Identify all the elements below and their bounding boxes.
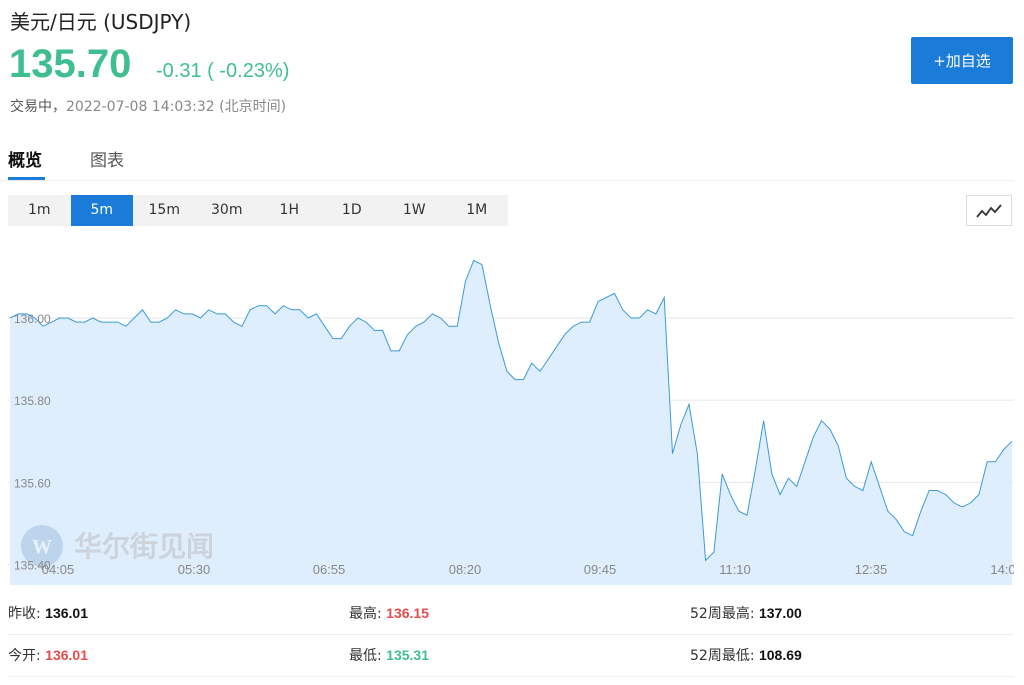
y-tick-label: 135.40	[14, 558, 51, 572]
tab-overview[interactable]: 概览	[8, 151, 42, 171]
day-low: 最低: 135.31	[349, 634, 429, 676]
x-tick-label: 06:55	[313, 562, 346, 577]
week52-high-label: 52周最高:	[690, 606, 755, 622]
watermark-text: 华尔街见闻	[74, 530, 214, 563]
period-5m[interactable]: 5m	[70, 195, 133, 226]
period-1mo[interactable]: 1M	[466, 202, 488, 218]
price-area-fill	[10, 260, 1012, 585]
stats-row-1: 昨收: 136.01 最高: 136.15 52周最高: 137.00	[8, 592, 1014, 635]
x-tick-label: 11:10	[719, 562, 751, 577]
day-low-label: 最低:	[349, 648, 382, 664]
stats-row-2: 今开: 136.01 最低: 135.31 52周最低: 108.69	[8, 634, 1014, 677]
day-high: 最高: 136.15	[349, 592, 429, 634]
y-tick-label: 136.00	[14, 312, 51, 326]
chart-svg: W 华尔街见闻 136.00 135.80 135.60 135.40 04:05 05…	[8, 259, 1014, 585]
tab-bar: 概览 图表	[0, 140, 1014, 181]
period-1w[interactable]: 1W	[402, 202, 426, 218]
prev-close-value: 136.01	[45, 605, 88, 621]
active-tab-indicator	[8, 177, 45, 180]
period-selector: 1m 5m 15m 30m 1H 1D 1W 1M	[8, 195, 508, 226]
x-tick-label: 08:20	[449, 562, 482, 577]
today-open: 今开: 136.01	[8, 634, 88, 676]
period-30m[interactable]: 30m	[211, 202, 243, 218]
tab-chart[interactable]: 图表	[90, 151, 124, 171]
period-1d[interactable]: 1D	[341, 202, 362, 218]
chart-type-toggle[interactable]	[966, 195, 1012, 226]
y-tick-label: 135.60	[14, 476, 51, 490]
timestamp: 2022-07-08 14:03:32 (北京时间)	[66, 99, 287, 115]
today-open-value: 136.01	[45, 647, 88, 663]
day-high-label: 最高:	[349, 606, 382, 622]
period-15m[interactable]: 15m	[148, 202, 180, 218]
x-tick-label: 09:45	[584, 562, 617, 577]
price-line	[9, 259, 1013, 562]
trading-status: 交易中，2022-07-08 14:03:32 (北京时间)	[10, 96, 286, 116]
week52-high: 52周最高: 137.00	[690, 592, 802, 634]
week52-low-value: 108.69	[758, 647, 802, 663]
period-1m[interactable]: 1m	[27, 202, 51, 218]
x-tick-label: 04:05	[42, 562, 75, 577]
week52-low: 52周最低: 108.69	[690, 634, 802, 676]
svg-text:W: W	[32, 536, 52, 558]
day-high-value: 136.15	[386, 605, 429, 621]
price-chart[interactable]: W 华尔街见闻 136.00 135.80 135.60 135.40 04:05 05…	[8, 240, 1014, 585]
day-low-value: 135.31	[386, 647, 429, 663]
y-tick-label: 135.80	[14, 394, 51, 408]
wallstreetcn-logo-icon: W	[21, 525, 63, 567]
current-price: 135.70	[9, 42, 132, 86]
price-change: -0.31 ( -0.23%)	[156, 60, 290, 82]
add-to-watchlist-button[interactable]: +加自选	[911, 37, 1013, 84]
x-tick-label: 14:0	[990, 562, 1014, 577]
prev-close: 昨收: 136.01	[8, 592, 88, 634]
prev-close-label: 昨收:	[8, 606, 41, 622]
x-tick-label: 05:30	[178, 562, 211, 577]
status-label: 交易中，	[10, 99, 66, 115]
today-open-label: 今开:	[8, 648, 41, 664]
week52-low-label: 52周最低:	[690, 648, 755, 664]
instrument-title: 美元/日元 (USDJPY)	[10, 10, 192, 34]
period-1h[interactable]: 1H	[279, 202, 299, 218]
week52-high-value: 137.00	[758, 605, 802, 621]
x-tick-label: 12:35	[855, 562, 888, 577]
line-chart-icon	[976, 203, 1002, 218]
